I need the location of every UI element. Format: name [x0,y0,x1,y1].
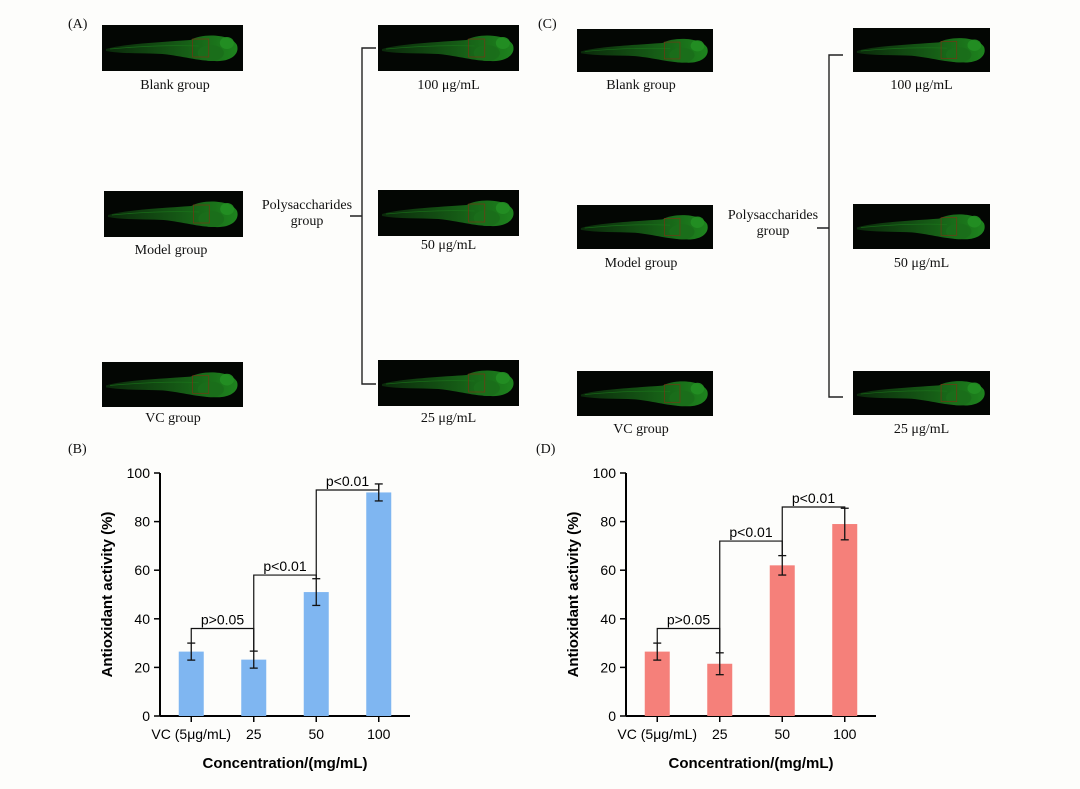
y-tick-label: 20 [600,659,616,675]
zebrafish-image-vc-a [102,362,243,407]
bar-chart-d: 0 20 40 60 80 100 VC (5μg/mL) 25 50 100 p>0.05 p<0.… [565,465,876,772]
significance-bracket [781,506,846,556]
x-tick-label: 25 [246,726,262,742]
x-tick-label: 50 [774,726,790,742]
significance-label: p<0.01 [326,473,369,489]
bar [769,565,795,716]
caption-model-group-c: Model group [604,256,678,271]
brace-a [350,47,376,385]
significance-label: p<0.01 [792,490,835,506]
zebrafish-image-25-c [853,371,990,415]
y-tick-label: 40 [134,611,150,627]
zebrafish-image-50-a [378,190,519,236]
zebrafish-image-blank-a [102,25,243,71]
significance-bracket [656,627,721,653]
panel-label-b: (B) [68,442,87,457]
significance-label: p>0.05 [201,612,244,628]
panel-label-c: (C) [538,17,557,32]
polysaccharides-label-a: Polysaccharides group [261,198,353,229]
panel-label-d: (D) [536,442,556,457]
y-tick-label: 100 [127,465,151,481]
bar [303,592,329,716]
x-tick-label: 100 [833,726,857,742]
zebrafish-drawing [580,381,708,407]
y-tick-label: 60 [134,562,150,578]
caption-vc-group-a: VC group [145,411,201,426]
y-tick-label: 80 [600,514,616,530]
caption-model-group-a: Model group [134,243,208,258]
zebrafish-drawing [856,381,985,406]
brace-c [817,54,843,398]
panel-label-a: (A) [68,17,88,32]
zebrafish-drawing [382,370,514,397]
bar [178,651,204,716]
significance-label: p>0.05 [667,612,710,628]
zebrafish-image-model-c [577,205,713,249]
y-tick-label: 100 [593,465,617,481]
y-tick-label: 80 [134,514,150,530]
caption-100-c: 100 μg/mL [890,78,953,93]
x-axis-label: Concentration/(mg/mL) [203,755,368,772]
zebrafish-image-100-c [853,28,990,72]
y-tick-label: 60 [600,562,616,578]
zebrafish-image-50-c [853,204,990,249]
significance-bracket [315,483,380,579]
caption-100-a: 100 μg/mL [417,78,480,93]
zebrafish-drawing [106,372,238,398]
zebrafish-image-25-a [378,360,519,406]
significance-bracket [190,627,255,652]
caption-25-c: 25 μg/mL [893,422,950,437]
caption-blank-group-a: Blank group [140,78,210,93]
zebrafish-drawing [382,200,514,227]
x-tick-label: VC (5μg/mL) [151,726,231,742]
bar-chart-b: 0 20 40 60 80 100 VC (5μg/mL) 25 50 100 p>0.05 p<0.… [99,465,410,772]
zebrafish-drawing [856,214,985,240]
zebrafish-drawing [856,38,985,63]
significance-label: p<0.01 [263,558,306,574]
zebrafish-drawing [580,215,708,240]
zebrafish-drawing [580,38,708,63]
bar [241,659,267,716]
polysaccharides-label-c: Polysaccharides group [727,208,819,239]
x-tick-label: 25 [712,726,728,742]
zebrafish-image-vc-c [577,371,713,416]
significance-label: p<0.01 [729,524,772,540]
bar [644,651,670,716]
zebrafish-image-100-a [378,25,519,71]
bar [832,524,858,716]
y-tick-label: 20 [134,659,150,675]
x-axis-label: Concentration/(mg/mL) [669,755,834,772]
y-axis-label: Antioxidant activity (%) [565,512,582,678]
y-tick-label: 0 [608,708,616,724]
zebrafish-drawing [382,35,514,62]
zebrafish-image-blank-c [577,29,713,72]
zebrafish-drawing [107,201,238,228]
caption-50-c: 50 μg/mL [893,256,950,271]
zebrafish-image-model-a [104,191,243,237]
caption-25-a: 25 μg/mL [420,411,477,426]
caption-vc-group-c: VC group [613,422,669,437]
caption-blank-group-c: Blank group [606,78,676,93]
zebrafish-drawing [106,35,238,62]
y-tick-label: 0 [142,708,150,724]
y-axis-label: Antioxidant activity (%) [99,512,116,678]
x-tick-label: 50 [308,726,324,742]
bar [366,492,392,716]
caption-50-a: 50 μg/mL [420,238,477,253]
x-tick-label: VC (5μg/mL) [617,726,697,742]
x-tick-label: 100 [367,726,391,742]
y-tick-label: 40 [600,611,616,627]
